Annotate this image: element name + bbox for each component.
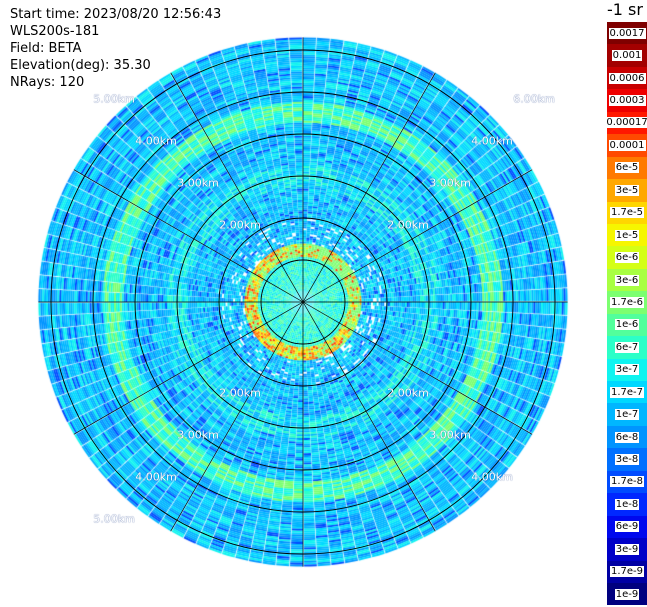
colorbar-cell: 1e-5 [607, 223, 647, 247]
ring-label-4km-sw: 4.00km [135, 470, 177, 484]
colorbar-label: 6e-7 [614, 341, 640, 353]
azimuth-spoke [302, 72, 436, 303]
azimuth-spoke [302, 169, 533, 303]
colorbar-units: -1 sr [607, 0, 643, 19]
colorbar-label: 3e-9 [614, 543, 640, 555]
ring-label-2km-se: 2.00km [387, 386, 429, 400]
colorbar-cell: 6e-9 [607, 515, 647, 539]
ring-label-4km-ne: 4.00km [471, 134, 513, 148]
colorbar-cell: 1.7e-5 [607, 201, 647, 224]
colorbar-cell: 1.7e-7 [607, 381, 647, 404]
ring-label-5km-nw: 5.00km [93, 92, 135, 106]
ring-label-4km-se: 4.00km [471, 470, 513, 484]
colorbar-label: 3e-6 [614, 274, 640, 286]
colorbar-label: 3e-7 [614, 364, 640, 376]
ring-label-3km-nw: 3.00km [177, 176, 219, 190]
colorbar-cell: 1e-9 [607, 582, 647, 606]
nrays-text: NRays: 120 [10, 75, 85, 90]
field-text: Field: BETA [10, 41, 82, 56]
colorbar-label: 6e-8 [614, 431, 640, 443]
start-time-text: Start time: 2023/08/20 12:56:43 [10, 7, 222, 22]
colorbar-cell: 0.00017 [605, 111, 647, 135]
azimuth-spoke [170, 301, 304, 532]
colorbar-cell: 1.7e-8 [607, 470, 647, 494]
colorbar-label: 1.7e-7 [609, 386, 645, 398]
colorbar-cell: 6e-7 [607, 336, 647, 359]
ring-label-2km-sw: 2.00km [219, 386, 261, 400]
colorbar: 0.0017 0.001 0.0006 0.0003 0.00017 0.0001 6e-5… [605, 22, 647, 606]
colorbar-cell: 0.0003 [607, 89, 647, 112]
colorbar-cell: 0.0006 [607, 66, 647, 90]
azimuth-spoke [302, 301, 533, 435]
colorbar-label: 1e-9 [614, 588, 640, 600]
colorbar-cell: 0.0001 [607, 134, 647, 157]
ring-label-2km-nw: 2.00km [219, 218, 261, 232]
azimuth-spoke [73, 301, 304, 435]
elevation-text: Elevation(deg): 35.30 [10, 58, 151, 73]
colorbar-label: 0.0003 [608, 95, 646, 107]
colorbar-cell: 3e-5 [607, 179, 647, 202]
colorbar-cell: 6e-6 [607, 246, 647, 269]
colorbar-label: 1.7e-9 [609, 566, 645, 578]
azimuth-spoke [302, 301, 436, 532]
colorbar-label: 6e-9 [614, 521, 640, 533]
colorbar-label: 1.7e-5 [609, 207, 645, 219]
colorbar-cell: 1e-7 [607, 403, 647, 426]
colorbar-label: 0.0001 [608, 139, 646, 151]
ring-label-3km-sw: 3.00km [177, 428, 219, 442]
ring-label-3km-ne: 3.00km [429, 176, 471, 190]
colorbar-label: 6e-5 [614, 162, 640, 174]
colorbar-cell: 0.0017 [607, 22, 647, 45]
azimuth-spoke [73, 169, 304, 303]
colorbar-cell: 0.001 [607, 44, 647, 67]
colorbar-label: 3e-8 [614, 454, 640, 466]
colorbar-cell: 3e-8 [607, 448, 647, 471]
colorbar-cell: 6e-8 [607, 425, 647, 449]
device-text: WLS200s-181 [10, 24, 100, 39]
colorbar-label: 0.0006 [608, 72, 646, 84]
colorbar-label: 1.7e-6 [609, 296, 645, 308]
colorbar-label: 1e-6 [614, 319, 640, 331]
colorbar-label: 0.0017 [608, 27, 646, 39]
colorbar-cell: 1e-6 [607, 313, 647, 337]
colorbar-label: 6e-6 [614, 252, 640, 264]
colorbar-cell: 3e-7 [607, 358, 647, 381]
ring-label-6km-ne: 6.00km [513, 92, 555, 106]
colorbar-label: 1e-5 [614, 229, 640, 241]
ring-label-4km-nw: 4.00km [135, 134, 177, 148]
ring-label-3km-se: 3.00km [429, 428, 471, 442]
colorbar-label: 1e-7 [614, 409, 640, 421]
colorbar-label: 1e-8 [614, 498, 640, 510]
colorbar-label: 0.00017 [605, 117, 647, 129]
colorbar-cell: 3e-9 [607, 538, 647, 561]
colorbar-cell: 3e-6 [607, 268, 647, 292]
colorbar-cell: 1e-8 [607, 493, 647, 516]
scan-info-panel: Start time: 2023/08/20 12:56:43 WLS200s-… [10, 6, 221, 91]
ring-label-2km-ne: 2.00km [387, 218, 429, 232]
azimuth-spoke [170, 72, 304, 303]
ring-label-5km-sw: 5.00km [93, 512, 135, 526]
colorbar-label: 3e-5 [614, 184, 640, 196]
colorbar-cell: 6e-5 [607, 156, 647, 180]
colorbar-cell: 1.7e-6 [607, 291, 647, 314]
colorbar-label: 0.001 [611, 50, 643, 62]
colorbar-label: 1.7e-8 [609, 476, 645, 488]
colorbar-cell: 1.7e-9 [607, 560, 647, 583]
